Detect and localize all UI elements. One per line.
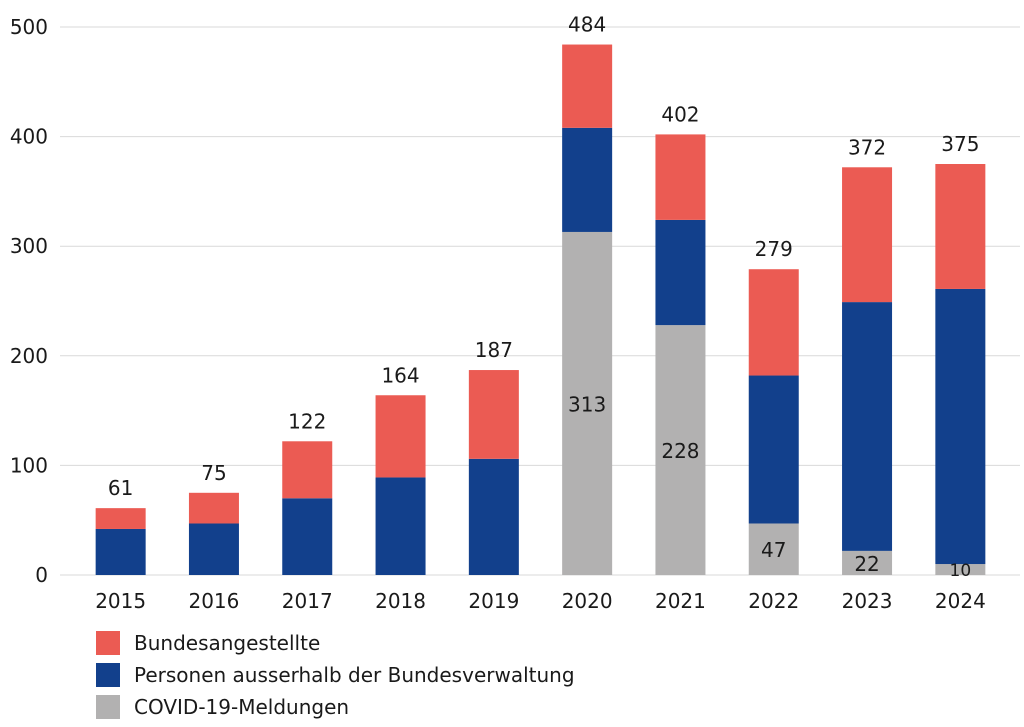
- legend-label: Bundesangestellte: [134, 631, 321, 655]
- x-tick-label: 2017: [282, 589, 333, 613]
- y-tick-label: 200: [10, 344, 48, 368]
- bar-personen-ausserhalb-der-bundesverwaltung: [842, 302, 893, 551]
- bar-bundesangestellte: [282, 441, 333, 499]
- x-tick-label: 2021: [655, 589, 706, 613]
- legend-item-covid: COVID-19-Meldungen: [96, 691, 575, 723]
- x-tick-label: 2018: [375, 589, 426, 613]
- legend-label: COVID-19-Meldungen: [134, 695, 350, 719]
- y-tick-label: 300: [10, 234, 48, 258]
- total-label: 279: [755, 237, 793, 261]
- covid-value-label: 47: [761, 538, 786, 562]
- bar-personen-ausserhalb-der-bundesverwaltung: [468, 458, 519, 575]
- covid-value-label: 228: [661, 439, 699, 463]
- bar-covid-19-meldungen: [935, 564, 986, 575]
- x-tick-label: 2016: [188, 589, 239, 613]
- legend-item-personen: Personen ausserhalb der Bundesverwaltung: [96, 659, 575, 691]
- bar-covid-19-meldungen: [748, 523, 799, 575]
- bar-personen-ausserhalb-der-bundesverwaltung: [282, 498, 333, 575]
- total-label: 484: [568, 13, 606, 37]
- x-tick-label: 2015: [95, 589, 146, 613]
- bar-bundesangestellte: [375, 395, 426, 478]
- bar-bundesangestellte: [655, 134, 706, 220]
- bar-covid-19-meldungen: [842, 550, 893, 575]
- bar-personen-ausserhalb-der-bundesverwaltung: [935, 288, 986, 565]
- bar-covid-19-meldungen: [562, 231, 613, 575]
- total-label: 187: [475, 338, 513, 362]
- legend-swatch: [96, 695, 120, 719]
- total-label: 75: [201, 461, 226, 485]
- bar-bundesangestellte: [188, 492, 239, 524]
- covid-value-label: 22: [854, 552, 879, 576]
- bar-personen-ausserhalb-der-bundesverwaltung: [655, 219, 706, 326]
- x-tick-label: 2019: [468, 589, 519, 613]
- legend-item-bundesangestellte: Bundesangestellte: [96, 627, 575, 659]
- x-tick-label: 2022: [748, 589, 799, 613]
- legend-swatch: [96, 631, 120, 655]
- y-tick-label: 500: [10, 15, 48, 39]
- bar-bundesangestellte: [562, 44, 613, 128]
- bar-personen-ausserhalb-der-bundesverwaltung: [188, 523, 239, 575]
- bar-bundesangestellte: [95, 508, 146, 529]
- total-label: 402: [661, 102, 699, 126]
- y-tick-label: 400: [10, 125, 48, 149]
- total-label: 122: [288, 409, 326, 433]
- x-axis-ticks: 2015 2016 2017 2018 2019 2020 2021 2022 2023 2024: [95, 589, 986, 613]
- covid-value-label: 10: [950, 561, 972, 581]
- legend-label: Personen ausserhalb der Bundesverwaltung: [134, 663, 575, 687]
- bar-covid-19-meldungen: [655, 325, 706, 575]
- bars: [95, 44, 986, 575]
- bar-personen-ausserhalb-der-bundesverwaltung: [375, 477, 426, 575]
- bar-bundesangestellte: [842, 167, 893, 303]
- bar-bundesangestellte: [748, 269, 799, 376]
- y-tick-label: 100: [10, 453, 48, 477]
- bar-personen-ausserhalb-der-bundesverwaltung: [562, 127, 613, 232]
- bar-personen-ausserhalb-der-bundesverwaltung: [748, 375, 799, 524]
- bar-bundesangestellte: [468, 370, 519, 459]
- stacked-bar-chart: 0 100 200 300 400 500 2015 2016 2017 2018 2019 202…: [10, 13, 1020, 613]
- x-tick-label: 2023: [842, 589, 893, 613]
- x-tick-label: 2024: [935, 589, 986, 613]
- bar-personen-ausserhalb-der-bundesverwaltung: [95, 528, 146, 575]
- bar-bundesangestellte: [935, 164, 986, 289]
- y-axis-ticks: 0 100 200 300 400 500: [10, 15, 48, 587]
- data-labels: 61 75 122 164 187 484 313 402 228 279 47 372 22 375 10: [108, 13, 980, 581]
- total-label: 375: [941, 132, 979, 156]
- total-label: 61: [108, 476, 133, 500]
- y-tick-label: 0: [35, 563, 48, 587]
- total-label: 164: [381, 363, 419, 387]
- covid-value-label: 313: [568, 392, 606, 416]
- legend: Bundesangestellte Personen ausserhalb de…: [96, 627, 575, 723]
- legend-swatch: [96, 663, 120, 687]
- x-tick-label: 2020: [562, 589, 613, 613]
- total-label: 372: [848, 135, 886, 159]
